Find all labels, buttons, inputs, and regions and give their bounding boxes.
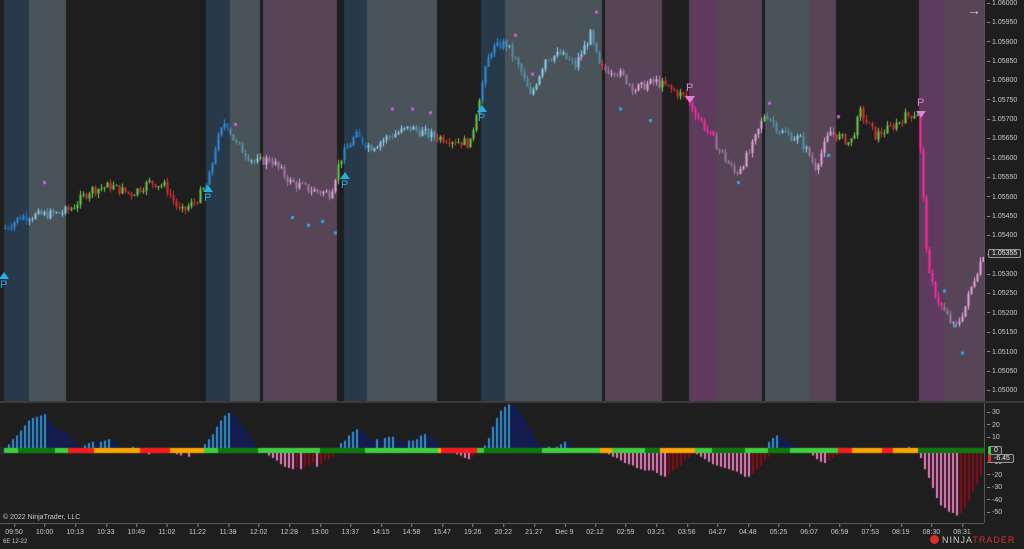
sell-signal-triangle-icon (685, 96, 695, 103)
price-tick: 1.05200 (987, 310, 1017, 317)
price-tick: 1.05050 (987, 368, 1017, 375)
price-tick: 1.05950 (987, 19, 1017, 26)
time-tick: 03:56 (678, 524, 696, 536)
price-tick: 1.05900 (987, 39, 1017, 46)
price-tick: 1.05000 (987, 387, 1017, 394)
signal-label: P (0, 279, 8, 291)
time-tick: 05:25 (769, 524, 788, 536)
signal-label: P (917, 97, 925, 109)
price-tick: 1.05750 (987, 97, 1017, 104)
time-tick: 10:00 (35, 524, 54, 536)
indicator-tick: -20 (987, 472, 1002, 479)
indicator-tick: -40 (987, 497, 1002, 504)
ninjatrader-logo: NINJATRADER (930, 535, 1015, 545)
logo-mark-icon (930, 535, 939, 544)
indicator-tick: 30 (987, 409, 1000, 416)
time-tick: 04:48 (739, 524, 757, 536)
time-tick: 11:22 (188, 524, 206, 536)
price-tick: 1.05600 (987, 155, 1017, 162)
time-tick: 04:27 (708, 524, 727, 536)
time-tick: 11:02 (158, 524, 176, 536)
time-tick: 21:27 (525, 524, 543, 536)
price-tick: 1.05300 (987, 271, 1017, 278)
time-tick: 13:37 (341, 524, 360, 536)
price-tick: 1.05850 (987, 58, 1017, 65)
time-tick: 02:59 (616, 524, 635, 536)
buy-signal-triangle-icon (477, 105, 487, 112)
time-tick: 11:39 (219, 524, 237, 536)
price-axis[interactable]: 1.06000 1.05950 1.05900 1.05850 1.05800 1.057… (984, 0, 1024, 401)
signal-label: P (204, 192, 212, 204)
time-tick: 12:28 (280, 524, 298, 536)
time-tick: 12:02 (249, 524, 268, 536)
price-tick: 1.05150 (987, 329, 1017, 336)
time-tick: 06:07 (800, 524, 818, 536)
time-tick: 08:31 (953, 524, 971, 536)
time-tick: 06:59 (830, 524, 849, 536)
logo-text-a: NINJA (942, 535, 973, 545)
indicator-tick: -30 (987, 484, 1002, 491)
time-tick: 19:26 (463, 524, 482, 536)
scroll-right-arrow-icon[interactable]: → (967, 2, 981, 18)
indicator-panel[interactable] (0, 403, 984, 523)
buy-signal-triangle-icon (203, 185, 213, 192)
time-tick: 10:33 (96, 524, 115, 536)
time-tick: 07:53 (861, 524, 880, 536)
current-price-tag: 1.05355 (988, 248, 1022, 258)
buy-signal-triangle-icon (0, 272, 9, 279)
indicator-tick: 20 (987, 422, 1000, 429)
time-tick: 15:47 (433, 524, 451, 536)
time-tick: Dec 9 (555, 524, 574, 536)
copyright-text: © 2022 NinjaTrader, LLC (3, 514, 81, 521)
candlestick-chart[interactable] (0, 0, 984, 401)
squeeze-histogram[interactable] (0, 403, 984, 523)
indicator-tick: -50 (987, 509, 1002, 516)
buy-signal-triangle-icon (340, 172, 350, 179)
price-tick: 1.05500 (987, 194, 1017, 201)
price-tick: 1.05650 (987, 135, 1017, 142)
time-tick: 20:22 (494, 524, 513, 536)
price-tick: 1.05450 (987, 213, 1017, 220)
signal-label: P (341, 179, 349, 191)
time-axis[interactable]: 09:50 10:00 10:13 10:33 10:49 11:02 11:22 11:39… (0, 523, 984, 549)
time-tick: 08:30 (922, 524, 941, 536)
price-tick: 1.05800 (987, 77, 1017, 84)
price-tick: 1.05550 (987, 174, 1017, 181)
instrument-label: 6E 12-22 (3, 539, 28, 545)
time-tick: 13:00 (311, 524, 329, 536)
price-tick: 1.05400 (987, 232, 1017, 239)
panel-divider[interactable] (0, 401, 1024, 403)
price-tick: 1.05250 (987, 290, 1017, 297)
logo-text-b: TRADER (972, 535, 1016, 545)
price-chart-panel[interactable]: P P P P P P (0, 0, 984, 401)
indicator-value-tag: -6.45 (988, 453, 1014, 463)
price-tick: 1.05100 (987, 349, 1017, 356)
indicator-tick: 10 (987, 434, 1000, 441)
sell-signal-triangle-icon (916, 111, 926, 118)
time-tick: 10:49 (127, 524, 146, 536)
time-tick: 14:15 (372, 524, 390, 536)
time-tick: 03:21 (647, 524, 665, 536)
time-tick: 02:12 (586, 524, 604, 536)
time-tick: 09:50 (5, 524, 23, 536)
time-tick: 10:13 (66, 524, 84, 536)
time-tick: 08:19 (892, 524, 910, 536)
price-tick: 1.05700 (987, 116, 1017, 123)
time-tick: 14:58 (402, 524, 421, 536)
price-tick: 1.06000 (987, 0, 1017, 7)
signal-label: P (686, 82, 694, 94)
signal-label: P (478, 112, 486, 124)
